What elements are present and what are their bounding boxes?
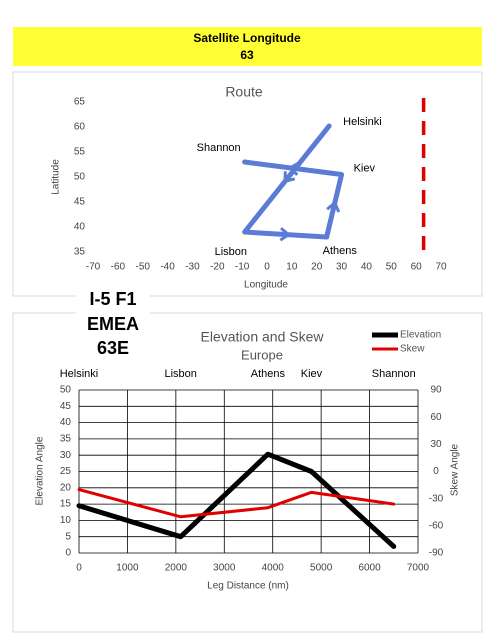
x-tick-label: 0 [76, 563, 82, 574]
y-tick-label: 45 [60, 401, 72, 412]
x-tick-label: 50 [386, 262, 398, 273]
waypoint-label: Kiev [301, 368, 323, 380]
header-box [13, 27, 482, 66]
x-tick-label: -20 [210, 262, 225, 273]
chart-subtitle: Europe [241, 347, 283, 362]
satellite-label: I-5 F1 [89, 289, 136, 309]
y2-tick-label: 90 [430, 385, 442, 396]
y2-tick-label: -90 [429, 548, 444, 559]
x-tick-label: 6000 [358, 563, 381, 574]
waypoint-label: Athens [251, 368, 286, 380]
x-tick-label: -50 [135, 262, 150, 273]
city-label: Lisbon [215, 246, 247, 258]
waypoint-label: Shannon [372, 368, 416, 380]
x-tick-label: 70 [435, 262, 447, 273]
x-tick-label: -70 [86, 262, 101, 273]
header-title: Satellite Longitude [193, 31, 301, 45]
x-tick-label: 1000 [116, 563, 139, 574]
x-tick-label: 20 [311, 262, 323, 273]
header-value: 63 [240, 48, 254, 62]
series-line [77, 488, 396, 519]
y-tick-label: 30 [60, 450, 72, 461]
x-tick-label: -40 [160, 262, 175, 273]
x-axis-label: Longitude [244, 280, 288, 291]
y-tick-label: 45 [74, 197, 86, 208]
city-label: Kiev [354, 162, 376, 174]
x-tick-label: 40 [361, 262, 373, 273]
y2-axis-label: Skew Angle [450, 443, 461, 496]
y-tick-label: 40 [60, 417, 72, 428]
y2-tick-label: 0 [433, 466, 439, 477]
chart-title: Route [225, 84, 263, 100]
x-tick-label: 5000 [310, 563, 333, 574]
x-tick-label: 3000 [213, 563, 236, 574]
direction-arrow [279, 227, 292, 242]
x-tick-label: -30 [185, 262, 200, 273]
x-axis-label: Leg Distance (nm) [207, 581, 289, 592]
y-tick-label: 25 [60, 466, 72, 477]
y-tick-label: 20 [60, 482, 72, 493]
x-tick-label: 0 [264, 262, 270, 273]
y-tick-label: 50 [60, 385, 72, 396]
satellite-label: EMEA [87, 314, 139, 334]
city-label: Athens [323, 245, 358, 257]
y-tick-label: 60 [74, 122, 86, 133]
y2-tick-label: 60 [430, 412, 442, 423]
satellite-label: 63E [97, 338, 129, 358]
y-tick-label: 55 [74, 147, 86, 158]
x-tick-label: 4000 [262, 563, 285, 574]
x-tick-label: 2000 [165, 563, 188, 574]
legend-label: Elevation [400, 330, 441, 341]
legend-label: Skew [400, 344, 425, 355]
x-tick-label: 30 [336, 262, 348, 273]
y2-tick-label: 30 [430, 439, 442, 450]
x-tick-label: -60 [111, 262, 126, 273]
y-tick-label: 50 [74, 172, 86, 183]
y-tick-label: 65 [74, 97, 86, 108]
y-tick-label: 15 [60, 499, 72, 510]
y-axis-label: Latitude [51, 159, 62, 195]
x-tick-label: -10 [235, 262, 250, 273]
x-tick-label: 7000 [407, 563, 430, 574]
y-tick-label: 0 [65, 548, 71, 559]
city-label: Helsinki [343, 116, 382, 128]
y-tick-label: 35 [74, 247, 86, 258]
city-label: Shannon [197, 142, 241, 154]
satellite-label-bg [76, 288, 150, 358]
y-tick-label: 5 [65, 531, 71, 542]
x-tick-label: 10 [286, 262, 298, 273]
y2-tick-label: -30 [429, 493, 444, 504]
direction-arrow [287, 161, 300, 176]
y-tick-label: 10 [60, 515, 72, 526]
y-tick-label: 40 [74, 222, 86, 233]
waypoint-label: Lisbon [164, 368, 196, 380]
direction-arrow [283, 171, 296, 184]
chart-frame [12, 71, 483, 297]
chart-title: Elevation and Skew [201, 329, 325, 345]
waypoint-label: Helsinki [60, 368, 99, 380]
y-tick-label: 35 [60, 434, 72, 445]
y2-tick-label: -60 [429, 520, 444, 531]
series-line [242, 123, 345, 240]
direction-arrow [326, 200, 341, 213]
x-tick-label: 60 [411, 262, 423, 273]
y-axis-label: Elevation Angle [35, 436, 46, 505]
